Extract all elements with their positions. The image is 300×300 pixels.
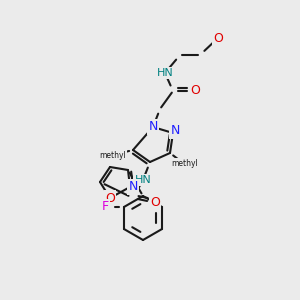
Text: F: F: [101, 200, 109, 214]
Text: methyl: methyl: [100, 151, 126, 160]
Text: N: N: [148, 121, 158, 134]
Text: methyl: methyl: [172, 158, 198, 167]
Text: O: O: [213, 32, 223, 44]
Text: O: O: [105, 191, 115, 205]
Text: O: O: [150, 196, 160, 208]
Text: N: N: [170, 124, 180, 137]
Text: N: N: [128, 181, 138, 194]
Text: HN: HN: [157, 68, 173, 78]
Text: O: O: [190, 85, 200, 98]
Text: HN: HN: [135, 175, 152, 185]
